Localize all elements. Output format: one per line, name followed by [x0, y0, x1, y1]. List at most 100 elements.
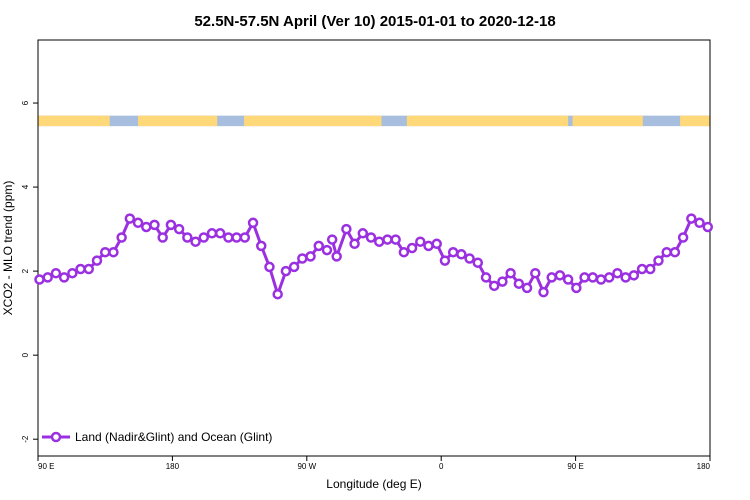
- land-segment: [244, 115, 382, 127]
- data-point: [280, 265, 292, 277]
- data-point: [382, 234, 393, 245]
- data-point: [99, 246, 111, 258]
- y-tick-label: 0: [21, 352, 30, 357]
- data-point: [326, 234, 338, 245]
- data-point: [603, 272, 615, 283]
- data-point: [305, 251, 316, 262]
- data-point: [34, 274, 45, 285]
- land-ocean-strip: [38, 115, 710, 127]
- data-point: [406, 242, 418, 254]
- data-point: [91, 255, 103, 266]
- data-point: [264, 261, 275, 273]
- x-tick-label: 180: [697, 462, 711, 471]
- data-point: [447, 246, 459, 258]
- data-point: [256, 240, 267, 252]
- chart-title: 52.5N-57.5N April (Ver 10) 2015-01-01 to…: [194, 13, 555, 30]
- data-point: [415, 236, 426, 247]
- x-tick-label: 180: [166, 462, 180, 471]
- data-point: [677, 232, 689, 243]
- data-point: [538, 286, 549, 298]
- data-point: [173, 223, 185, 235]
- data-point: [587, 272, 599, 283]
- x-tick-label: 90 W: [297, 462, 316, 471]
- y-axis: -2 0 2 4 6: [21, 100, 38, 443]
- data-point: [579, 272, 590, 283]
- data-point: [488, 280, 500, 292]
- data-point: [669, 246, 681, 258]
- legend-marker: [50, 431, 62, 443]
- data-point: [521, 282, 533, 294]
- data-point: [636, 263, 648, 275]
- data-point: [645, 263, 656, 275]
- data-point: [341, 223, 352, 235]
- plot-frame: [37, 39, 711, 457]
- data-point: [562, 274, 574, 285]
- land-segment: [680, 115, 710, 127]
- data-point: [116, 232, 127, 243]
- data-point: [67, 267, 78, 279]
- y-axis-label: XCO2 - MLO trend (ppm): [1, 181, 15, 316]
- data-point: [398, 246, 410, 258]
- y-tick-label: 6: [21, 100, 30, 105]
- data-point: [132, 217, 144, 229]
- data-point: [108, 246, 119, 258]
- data-point: [321, 244, 333, 256]
- data-point: [157, 232, 168, 243]
- data-point: [288, 261, 300, 273]
- legend: Land (Nadir&Glint) and Ocean (Glint): [42, 430, 272, 444]
- data-point: [331, 251, 342, 262]
- land-segment: [38, 115, 110, 127]
- data-point: [620, 272, 631, 283]
- data-point: [456, 249, 467, 260]
- data-point: [190, 236, 201, 247]
- data-point: [214, 228, 226, 239]
- data-point: [75, 263, 86, 275]
- data-point: [464, 253, 475, 264]
- data-point: [206, 228, 218, 239]
- x-tick-label: 90 E: [567, 462, 583, 471]
- x-tick-label: 0: [439, 462, 444, 471]
- data-point: [42, 272, 53, 283]
- x-tick-label: 90 E: [38, 462, 54, 471]
- data-point: [554, 270, 566, 281]
- data-point: [357, 228, 369, 239]
- data-point: [702, 221, 714, 233]
- data-point: [297, 253, 308, 264]
- data-point: [653, 255, 664, 266]
- data-point: [423, 240, 434, 252]
- data-point: [571, 282, 582, 294]
- data-point: [505, 267, 516, 279]
- data-point: [149, 219, 160, 231]
- data-point: [530, 267, 541, 279]
- data-point: [349, 238, 360, 250]
- data-point: [497, 276, 508, 287]
- data-point: [50, 267, 62, 279]
- y-tick-label: 4: [21, 184, 30, 189]
- data-point: [546, 272, 557, 283]
- data-point: [612, 267, 623, 279]
- data-point: [223, 232, 234, 243]
- data-point: [628, 270, 640, 281]
- data-point: [365, 232, 377, 243]
- data-point: [231, 232, 242, 243]
- x-axis: 90 E 180 90 W 0 90 E 180: [37, 456, 711, 471]
- data-point: [247, 217, 259, 229]
- x-axis-label: Longitude (deg E): [326, 477, 421, 491]
- data-point: [431, 238, 442, 250]
- data-point: [661, 246, 672, 258]
- data-point: [472, 257, 484, 268]
- data-point: [513, 278, 525, 289]
- land-segment: [406, 115, 569, 127]
- data-point: [165, 219, 177, 231]
- data-point: [182, 232, 193, 243]
- data-point: [694, 217, 705, 229]
- data-point: [124, 213, 136, 224]
- data-point: [198, 232, 210, 243]
- data-point: [239, 232, 251, 243]
- data-point: [439, 255, 451, 266]
- data-point: [141, 221, 152, 233]
- data-point: [58, 272, 70, 283]
- data-point: [373, 236, 385, 247]
- land-segment: [138, 115, 218, 127]
